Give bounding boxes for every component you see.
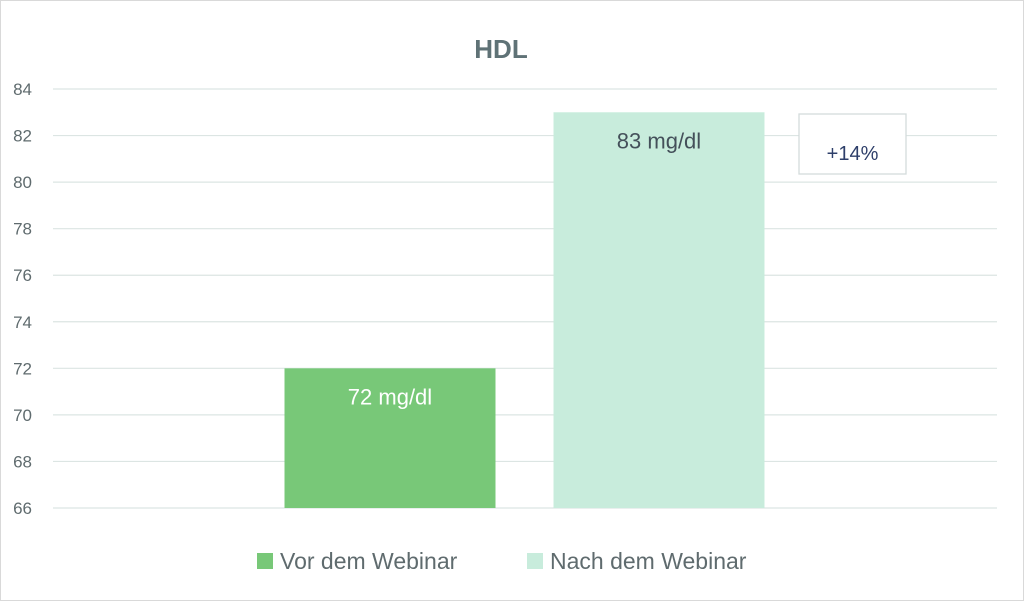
- legend: Vor dem Webinar Nach dem Webinar: [257, 548, 747, 574]
- legend-swatch: [257, 553, 273, 569]
- percent-change-callout: +14%: [798, 113, 907, 175]
- bar-2: [553, 112, 765, 509]
- legend-swatch: [527, 553, 543, 569]
- y-tick-label: 66: [13, 499, 32, 518]
- y-tick-label: 80: [13, 173, 32, 192]
- callout-text: +14%: [827, 143, 879, 165]
- legend-label: Vor dem Webinar: [280, 548, 458, 574]
- bar-value-label: 83 mg/dl: [617, 128, 701, 153]
- y-tick-label: 74: [13, 313, 32, 332]
- y-tick-label: 78: [13, 220, 32, 239]
- y-tick-label: 68: [13, 452, 32, 471]
- legend-label: Nach dem Webinar: [550, 548, 747, 574]
- y-tick-label: 72: [13, 359, 32, 378]
- chart-title: HDL: [474, 34, 528, 64]
- bars: [284, 112, 765, 509]
- y-tick-label: 82: [13, 127, 32, 146]
- gridlines: [53, 88, 997, 509]
- y-tick-label: 76: [13, 266, 32, 285]
- y-axis-ticks: 66 68 70 72 74 76 78 80 82 84: [13, 80, 32, 518]
- y-tick-label: 84: [13, 80, 32, 99]
- data-labels: 72 mg/dl 83 mg/dl: [348, 128, 701, 409]
- bar-value-label: 72 mg/dl: [348, 384, 432, 409]
- bar-1: [284, 368, 496, 508]
- y-tick-label: 70: [13, 406, 32, 425]
- callout-box: [798, 113, 907, 175]
